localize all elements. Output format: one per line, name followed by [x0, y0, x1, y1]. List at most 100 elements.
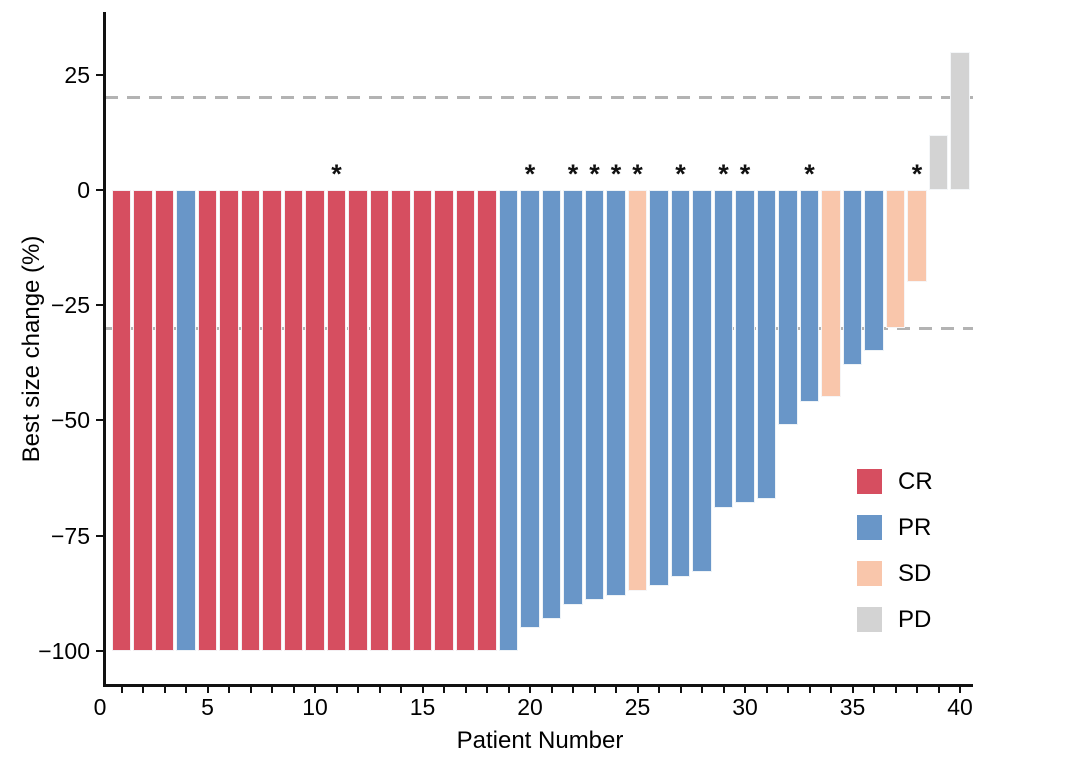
y-tick--100 — [96, 649, 103, 652]
x-tick-30 — [744, 686, 746, 693]
bar-patient-26 — [649, 190, 669, 587]
y-tick-0 — [96, 189, 103, 191]
legend-swatch-PD — [857, 607, 882, 632]
bar-patient-27 — [670, 190, 691, 578]
x-tick-29 — [722, 686, 725, 693]
x-tick-9 — [292, 686, 295, 693]
bar-patient-2 — [133, 190, 153, 651]
legend-item-PR: PR — [857, 515, 977, 540]
x-tick-23 — [593, 686, 596, 693]
y-tick-label--75: −75 — [50, 522, 90, 549]
legend-label-CR: CR — [898, 468, 933, 495]
legend-label-PR: PR — [898, 514, 932, 541]
x-tick-label-35: 35 — [839, 694, 866, 720]
y-axis-line — [103, 12, 106, 686]
x-tick-10 — [314, 686, 316, 693]
x-axis-title: Patient Number — [456, 727, 624, 754]
bar-patient-22 — [563, 190, 583, 605]
bar-patient-35 — [842, 190, 863, 366]
legend-label-PD: PD — [898, 606, 932, 633]
x-tick-32 — [787, 686, 789, 693]
x-tick-16 — [443, 686, 445, 693]
bar-patient-20 — [520, 190, 540, 628]
bar-patient-18 — [477, 190, 497, 651]
x-tick-4 — [185, 686, 187, 693]
x-tick-18 — [486, 686, 488, 693]
bar-patient-12 — [348, 190, 368, 651]
x-tick-22 — [572, 686, 574, 693]
y-tick-label-0: 0 — [77, 177, 90, 203]
legend-swatch-CR — [857, 469, 882, 494]
x-tick-label-30: 30 — [732, 694, 758, 720]
x-tick-label-0: 0 — [93, 694, 107, 720]
bar-patient-3 — [154, 190, 175, 651]
significance-star-20: * — [524, 159, 536, 189]
bar-patient-33 — [799, 190, 820, 402]
legend-item-CR: CR — [857, 469, 977, 494]
legend-item-SD: SD — [857, 561, 977, 586]
bar-patient-8 — [262, 190, 282, 651]
x-tick-14 — [400, 686, 402, 693]
y-tick-label--25: −25 — [50, 292, 90, 319]
bar-patient-37 — [885, 190, 906, 329]
bar-patient-31 — [756, 190, 777, 499]
y-tick-label--50: −50 — [50, 407, 90, 434]
bar-patient-5 — [197, 190, 218, 651]
x-tick-19 — [507, 686, 510, 693]
bar-patient-39 — [928, 134, 949, 190]
bar-patient-25 — [627, 190, 648, 591]
bar-patient-15 — [412, 190, 433, 651]
significance-star-29: * — [718, 159, 729, 189]
x-tick-39 — [937, 686, 940, 693]
x-tick-3 — [163, 686, 166, 693]
x-tick-35 — [851, 686, 854, 693]
bar-patient-17 — [455, 190, 476, 651]
x-tick-17 — [464, 686, 467, 693]
bar-patient-24 — [606, 190, 626, 596]
bar-patient-21 — [541, 190, 562, 619]
bar-patient-9 — [283, 190, 304, 651]
x-tick-7 — [249, 686, 252, 693]
bar-patient-32 — [778, 190, 798, 425]
bar-patient-1 — [111, 190, 132, 651]
x-tick-25 — [636, 686, 639, 693]
bar-patient-38 — [907, 190, 927, 283]
x-tick-2 — [142, 686, 144, 693]
significance-star-24: * — [610, 159, 622, 189]
significance-star-23: * — [589, 159, 600, 189]
x-tick-label-10: 10 — [302, 694, 328, 720]
bar-patient-6 — [219, 190, 239, 651]
bar-patient-30 — [735, 190, 755, 504]
x-tick-26 — [658, 686, 660, 693]
bar-patient-19 — [498, 190, 519, 651]
x-tick-33 — [808, 686, 811, 693]
x-tick-20 — [529, 686, 531, 693]
y-tick-25 — [96, 73, 103, 76]
x-tick-27 — [679, 686, 682, 693]
x-tick-label-20: 20 — [517, 694, 543, 720]
x-tick-24 — [615, 686, 617, 693]
x-tick-34 — [830, 686, 832, 693]
y-tick--25 — [96, 304, 103, 307]
x-tick-15 — [421, 686, 424, 693]
bar-patient-11 — [326, 190, 347, 651]
x-tick-6 — [228, 686, 230, 693]
x-tick-13 — [378, 686, 381, 693]
bar-patient-16 — [434, 190, 454, 651]
x-tick-label-15: 15 — [409, 694, 436, 720]
x-tick-37 — [894, 686, 897, 693]
bar-patient-28 — [692, 190, 712, 573]
legend-swatch-SD — [857, 561, 882, 586]
x-tick-label-40: 40 — [947, 694, 973, 720]
significance-star-30: * — [739, 159, 751, 189]
bar-patient-14 — [391, 190, 411, 651]
x-tick-38 — [916, 686, 918, 693]
bar-patient-4 — [176, 190, 196, 651]
x-tick-5 — [206, 686, 209, 693]
y-tick-label--100: −100 — [38, 637, 90, 664]
x-tick-28 — [701, 686, 703, 693]
bar-patient-29 — [713, 190, 734, 508]
x-tick-21 — [550, 686, 553, 693]
